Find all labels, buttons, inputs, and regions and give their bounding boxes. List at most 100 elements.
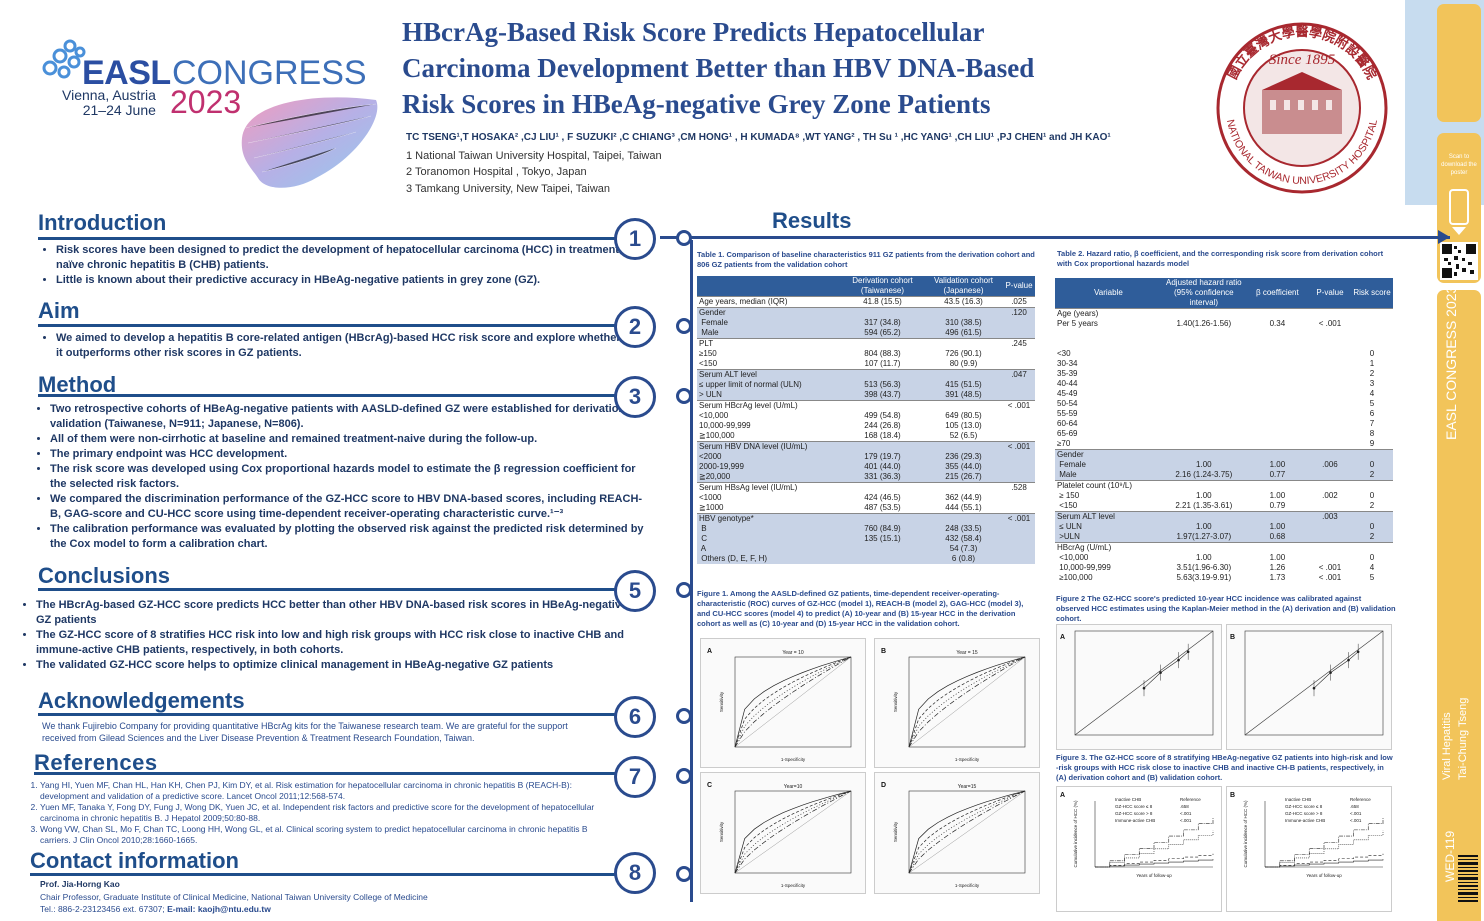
phone-icon xyxy=(1449,189,1469,225)
conclusions-heading: Conclusions xyxy=(38,563,171,588)
roc-curve xyxy=(908,790,1026,874)
km-curve xyxy=(1265,853,1384,868)
table2-row: HBcrAg (U/mL) <10,000 10,000-99,999 ≥100… xyxy=(1055,542,1393,583)
author-list: TC TSENG¹,T HOSAKA² ,CJ LIU¹ , F SUZUKI²… xyxy=(406,132,1111,143)
table2-cell: 1.00 1.97(1.27-3.07) xyxy=(1161,511,1246,543)
roc-curve xyxy=(908,790,1026,874)
km-pvalue: <.001 xyxy=(1180,818,1192,823)
table2: Variable Adjusted hazard ratio (95% conf… xyxy=(1055,278,1393,583)
table1-cell: .025 xyxy=(1003,296,1035,308)
ntuh-seal-logo: Since 1895 國立臺灣大學醫學院附設醫院 NATIONAL TAIWAN… xyxy=(1216,22,1388,194)
panel-label: B xyxy=(881,648,886,655)
table2-cell: 0 2 xyxy=(1351,511,1393,543)
affiliation-2: 2 Toranomon Hospital , Tokyo, Japan xyxy=(406,166,587,178)
roc-ylabel: Sensitivity xyxy=(719,821,724,842)
roc-chart-c: Year=10 C 1-Specificity Sensitivity xyxy=(707,782,852,888)
roc-xlabel: 1-Specificity xyxy=(781,883,806,888)
table2-cell: < .001 < .001 xyxy=(1308,542,1351,583)
acknowledgements-text: We thank Fujirebio Company for providing… xyxy=(42,721,568,743)
table1-cell: Serum HBsAg level (IU/mL) <1000 ≧1000 xyxy=(697,482,841,514)
figure1-caption: Figure 1. Among the AASLD-defined GZ pat… xyxy=(697,589,1024,628)
roc-curve xyxy=(734,656,852,748)
table1-cell: 499 (54.8) 244 (26.8) 168 (18.4) xyxy=(841,400,924,442)
table1-cell: Serum ALT level ≤ upper limit of normal … xyxy=(697,369,841,401)
acknowledgements-divider xyxy=(38,713,618,716)
section-marker-5: 5 xyxy=(614,570,656,612)
roc-ylabel: Sensitivity xyxy=(719,691,724,712)
table2-caption: Table 2. Hazard ratio, β coefficient, an… xyxy=(1057,249,1384,268)
table2-cell: 0 2 xyxy=(1351,480,1393,512)
calibration-chart-a: A xyxy=(1060,630,1214,736)
calibration-chart-b: B xyxy=(1230,630,1384,736)
table2-cell: Platelet count (10⁹/L) ≥ 150 <150 xyxy=(1055,480,1162,512)
km-legend-item: Immune-active CHB xyxy=(1285,818,1325,823)
table1-cell: 236 (29.3) 355 (44.0) 215 (26.7) xyxy=(923,441,1003,483)
aim-heading: Aim xyxy=(38,298,80,323)
roc-curve xyxy=(734,656,852,748)
table1-cell: PLT ≥150 <150 xyxy=(697,338,841,370)
figure2-caption: Figure 2 The GZ-HCC score's predicted 10… xyxy=(1056,594,1396,623)
contact-email[interactable]: E-mail: kaojh@ntu.edu.tw xyxy=(167,904,271,914)
roc-title: Year = 10 xyxy=(782,650,804,656)
conclusions-list: The HBcrAg-based GZ-HCC score predicts H… xyxy=(20,598,636,673)
table1-cell: .047 xyxy=(1003,369,1035,401)
km-curve xyxy=(1095,817,1214,868)
marker-dot-7 xyxy=(676,768,692,784)
km-pvalue: <.001 xyxy=(1350,818,1362,823)
km-pvalue: <.001 xyxy=(1180,811,1192,816)
table2-row: Gender Female Male 1.00 2.16 (1.24-3.75)… xyxy=(1055,449,1393,481)
roc-title: Year=10 xyxy=(784,784,803,790)
roc-diagonal xyxy=(908,790,1026,874)
table2-cell: Gender Female Male xyxy=(1055,449,1162,481)
table2-cell: 1.00 2.16 (1.24-3.75) xyxy=(1161,449,1246,481)
qr-code-icon[interactable] xyxy=(1440,242,1478,280)
figure3-caption: Figure 3. The GZ-HCC score of 8 stratify… xyxy=(1056,753,1393,782)
method-heading: Method xyxy=(38,372,117,397)
marker-dot-8 xyxy=(676,866,692,882)
table2-row: Platelet count (10⁹/L) ≥ 150 <150 1.00 2… xyxy=(1055,480,1393,512)
panel-label: B xyxy=(1230,634,1235,641)
km-legend-item: Inactive CHB xyxy=(1115,797,1141,802)
calib-frame xyxy=(1074,630,1214,736)
affiliation-3: 3 Tamkang University, New Taipei, Taiwan xyxy=(406,183,611,195)
calib-line xyxy=(1143,651,1189,689)
easl-logo-text: EASL xyxy=(82,54,171,92)
km-legend-item: GZ-HCC score ≤ 8 xyxy=(1285,804,1323,809)
introduction-heading: Introduction xyxy=(38,210,167,235)
table1-row: Serum HBV DNA level (IU/mL) <2000 2000-1… xyxy=(697,441,1035,483)
table1-cell: 649 (80.5) 105 (13.0) 52 (6.5) xyxy=(923,400,1003,442)
table1-cell: .245 xyxy=(1003,338,1035,370)
table2-cell: .003 xyxy=(1308,511,1351,543)
poster-title: HBcrAg-Based Risk Score Predicts Hepatoc… xyxy=(402,17,1035,119)
table2-cell: 0 4 5 xyxy=(1351,542,1393,583)
km-curve xyxy=(1265,859,1384,868)
table1-cell: Serum HBcrAg level (U/mL) <10,000 10,000… xyxy=(697,400,841,442)
panel-label: A xyxy=(1060,634,1065,641)
table2-cell: 0 2 xyxy=(1351,449,1393,481)
panel-label: A xyxy=(1060,792,1065,799)
km-curve xyxy=(1265,830,1384,868)
km-legend-item: Immune-active CHB xyxy=(1115,818,1155,823)
contact-role: Chair Professor, Graduate Institute of C… xyxy=(40,892,428,902)
introduction-divider xyxy=(38,237,618,240)
roc-title: Year = 15 xyxy=(956,650,978,656)
roc-title: Year=15 xyxy=(958,784,977,790)
table1-cell: 760 (84.9) 135 (15.1) xyxy=(841,513,924,564)
table1-cell: < .001 xyxy=(1003,441,1035,483)
contact-divider xyxy=(30,873,618,876)
table1-row: PLT ≥150 <150 804 (88.3) 107 (11.7) 726 … xyxy=(697,338,1035,370)
table2-cell: 1.00 1.26 1.73 xyxy=(1245,542,1309,583)
table1-cell: .120 xyxy=(1003,307,1035,339)
km-pvalue: Reference xyxy=(1180,797,1201,802)
calib-frame xyxy=(1244,630,1384,736)
table1-cell: 179 (19.7) 401 (44.0) 331 (36.3) xyxy=(841,441,924,483)
conclusions-divider xyxy=(38,588,618,591)
liver-illustration-icon xyxy=(241,97,378,188)
table2-cell: 0 1 2 3 4 5 6 7 8 9 xyxy=(1351,308,1393,450)
roc-xlabel: 1-Specificity xyxy=(955,757,980,762)
km-legend-item: GZ-HCC score ≤ 8 xyxy=(1115,804,1153,809)
km-ylabel: Cumulative incidence of HCC (%) xyxy=(1073,800,1078,868)
figure1-panel-b: Year = 15 B 1-Specificity Sensitivity xyxy=(874,638,1040,768)
table1-cell: Serum HBV DNA level (IU/mL) <2000 2000-1… xyxy=(697,441,841,483)
contact-tel: Tel.: 886-2-23123456 ext. 67307; E-mail:… xyxy=(40,904,271,914)
